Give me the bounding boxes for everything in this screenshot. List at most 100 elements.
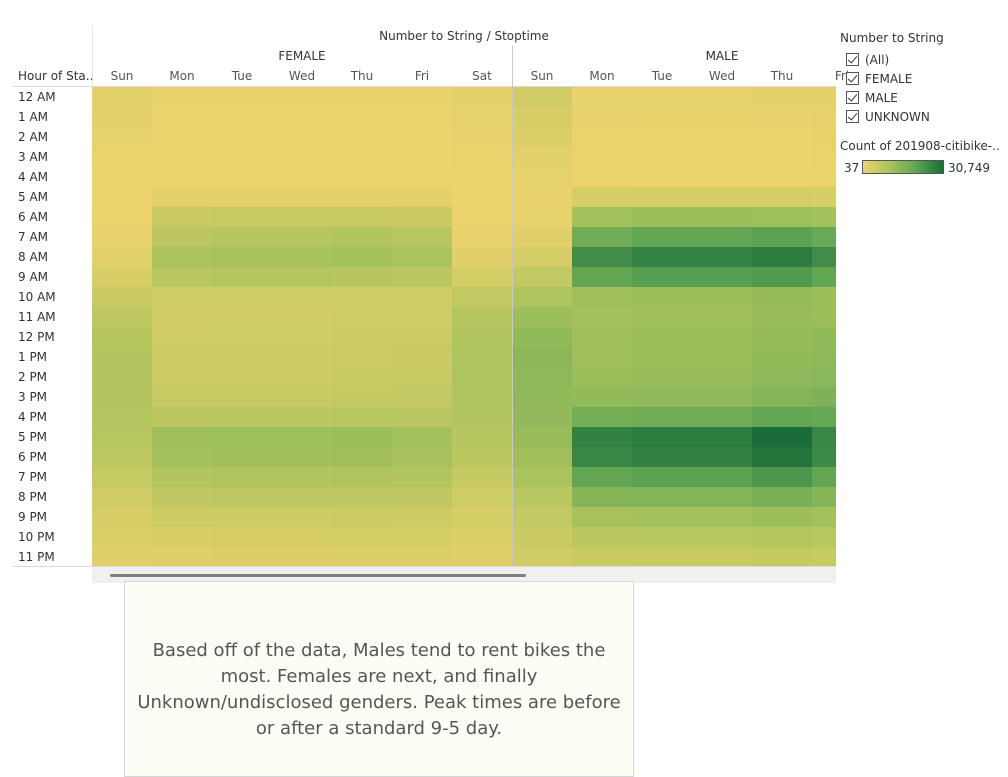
heatmap-cell[interactable] bbox=[212, 307, 272, 327]
heatmap-cell[interactable] bbox=[752, 367, 812, 387]
heatmap-cell[interactable] bbox=[152, 207, 212, 227]
heatmap-cell[interactable] bbox=[572, 507, 632, 527]
heatmap-cell[interactable] bbox=[452, 347, 512, 367]
heatmap-cell[interactable] bbox=[452, 187, 512, 207]
heatmap-cell[interactable] bbox=[692, 487, 752, 507]
heatmap-cell[interactable] bbox=[272, 167, 332, 187]
heatmap-cell[interactable] bbox=[512, 527, 572, 547]
heatmap-cell[interactable] bbox=[692, 527, 752, 547]
heatmap-cell[interactable] bbox=[92, 187, 152, 207]
heatmap-cell[interactable] bbox=[632, 507, 692, 527]
heatmap-cell[interactable] bbox=[572, 167, 632, 187]
heatmap-cell[interactable] bbox=[572, 467, 632, 487]
heatmap-cell[interactable] bbox=[632, 327, 692, 347]
heatmap-cell[interactable] bbox=[752, 327, 812, 347]
heatmap-cell[interactable] bbox=[512, 507, 572, 527]
checkbox-icon[interactable] bbox=[846, 72, 859, 85]
heatmap-cell[interactable] bbox=[212, 187, 272, 207]
heatmap-cell[interactable] bbox=[392, 347, 452, 367]
heatmap-cell[interactable] bbox=[752, 387, 812, 407]
heatmap-cell[interactable] bbox=[452, 447, 512, 467]
heatmap-cell[interactable] bbox=[632, 247, 692, 267]
heatmap-cell[interactable] bbox=[512, 467, 572, 487]
heatmap-cell[interactable] bbox=[212, 367, 272, 387]
heatmap-cell[interactable] bbox=[152, 127, 212, 147]
heatmap-cell[interactable] bbox=[152, 167, 212, 187]
heatmap-cell[interactable] bbox=[572, 187, 632, 207]
heatmap-cell[interactable] bbox=[152, 487, 212, 507]
heatmap-cell[interactable] bbox=[452, 127, 512, 147]
heatmap-cell[interactable] bbox=[392, 127, 452, 147]
heatmap-cell[interactable] bbox=[692, 407, 752, 427]
heatmap-cell[interactable] bbox=[632, 347, 692, 367]
heatmap-cell[interactable] bbox=[752, 147, 812, 167]
heatmap-cell[interactable] bbox=[212, 147, 272, 167]
heatmap-cell[interactable] bbox=[512, 147, 572, 167]
heatmap-cell[interactable] bbox=[152, 427, 212, 447]
heatmap-cell[interactable] bbox=[212, 487, 272, 507]
heatmap-cell[interactable] bbox=[332, 427, 392, 447]
heatmap-cell[interactable] bbox=[752, 167, 812, 187]
heatmap-cell[interactable] bbox=[452, 487, 512, 507]
heatmap-cell[interactable] bbox=[332, 227, 392, 247]
heatmap-cell[interactable] bbox=[152, 447, 212, 467]
heatmap-cell[interactable] bbox=[452, 467, 512, 487]
heatmap-cell[interactable] bbox=[812, 387, 836, 407]
heatmap-cell[interactable] bbox=[92, 427, 152, 447]
heatmap-cell[interactable] bbox=[512, 107, 572, 127]
heatmap-cell[interactable] bbox=[392, 227, 452, 247]
heatmap-cell[interactable] bbox=[272, 527, 332, 547]
heatmap-cell[interactable] bbox=[512, 387, 572, 407]
heatmap-cell[interactable] bbox=[452, 307, 512, 327]
heatmap-cell[interactable] bbox=[512, 287, 572, 307]
heatmap-cell[interactable] bbox=[392, 207, 452, 227]
heatmap-cell[interactable] bbox=[212, 547, 272, 567]
heatmap-cell[interactable] bbox=[212, 407, 272, 427]
heatmap-cell[interactable] bbox=[332, 187, 392, 207]
heatmap-cell[interactable] bbox=[92, 307, 152, 327]
heatmap-cell[interactable] bbox=[632, 107, 692, 127]
heatmap-cell[interactable] bbox=[212, 127, 272, 147]
heatmap-cell[interactable] bbox=[692, 427, 752, 447]
heatmap-cell[interactable] bbox=[512, 547, 572, 567]
heatmap-cell[interactable] bbox=[152, 507, 212, 527]
heatmap-cell[interactable] bbox=[812, 487, 836, 507]
heatmap-cell[interactable] bbox=[212, 507, 272, 527]
heatmap-cell[interactable] bbox=[392, 507, 452, 527]
heatmap-cell[interactable] bbox=[332, 267, 392, 287]
heatmap-cell[interactable] bbox=[272, 347, 332, 367]
heatmap-cell[interactable] bbox=[392, 307, 452, 327]
heatmap-cell[interactable] bbox=[392, 247, 452, 267]
heatmap-cell[interactable] bbox=[692, 187, 752, 207]
checkbox-icon[interactable] bbox=[846, 53, 859, 66]
checkbox-icon[interactable] bbox=[846, 110, 859, 123]
heatmap-cell[interactable] bbox=[572, 87, 632, 107]
heatmap-cell[interactable] bbox=[332, 387, 392, 407]
heatmap-cell[interactable] bbox=[452, 167, 512, 187]
filter-item-all[interactable]: (All) bbox=[846, 51, 889, 69]
heatmap-cell[interactable] bbox=[152, 107, 212, 127]
heatmap-cell[interactable] bbox=[692, 247, 752, 267]
heatmap-cell[interactable] bbox=[332, 167, 392, 187]
heatmap-cell[interactable] bbox=[572, 247, 632, 267]
heatmap-svg[interactable] bbox=[92, 87, 836, 567]
heatmap-cell[interactable] bbox=[812, 227, 836, 247]
heatmap-cell[interactable] bbox=[332, 447, 392, 467]
heatmap-cell[interactable] bbox=[152, 467, 212, 487]
heatmap-cell[interactable] bbox=[812, 347, 836, 367]
heatmap-cell[interactable] bbox=[632, 287, 692, 307]
heatmap-cell[interactable] bbox=[212, 247, 272, 267]
heatmap-cell[interactable] bbox=[512, 227, 572, 247]
heatmap-cell[interactable] bbox=[392, 147, 452, 167]
heatmap-cell[interactable] bbox=[572, 327, 632, 347]
heatmap-cell[interactable] bbox=[692, 307, 752, 327]
heatmap-cell[interactable] bbox=[272, 467, 332, 487]
heatmap-cell[interactable] bbox=[692, 447, 752, 467]
heatmap-cell[interactable] bbox=[332, 147, 392, 167]
heatmap-cell[interactable] bbox=[452, 527, 512, 547]
heatmap-grid[interactable] bbox=[92, 87, 836, 567]
heatmap-cell[interactable] bbox=[692, 547, 752, 567]
heatmap-cell[interactable] bbox=[512, 487, 572, 507]
heatmap-cell[interactable] bbox=[212, 527, 272, 547]
heatmap-cell[interactable] bbox=[272, 107, 332, 127]
